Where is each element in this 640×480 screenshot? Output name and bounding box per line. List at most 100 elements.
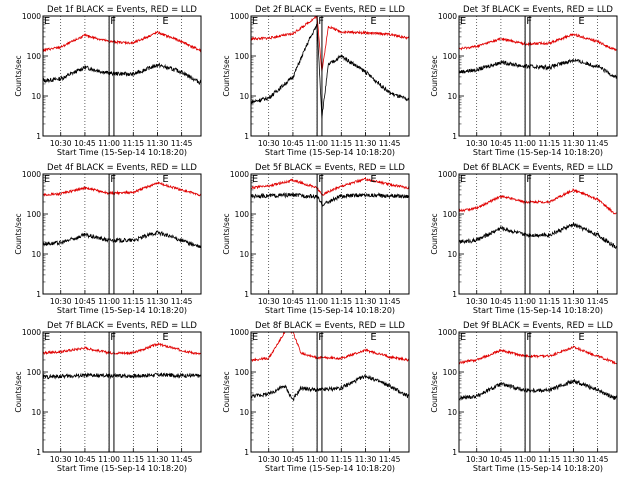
y-tick-label: 10 xyxy=(447,250,457,259)
x-tick-label: 11:15 xyxy=(330,139,352,148)
interval-marker: F xyxy=(110,332,116,343)
chart-panel: Det 3f BLACK = Events, RED = LLD 10:30 10:… xyxy=(430,5,618,157)
interval-marker: F xyxy=(110,16,116,27)
x-tick-label: 11:15 xyxy=(538,139,560,148)
x-tick-label: 11:30 xyxy=(147,297,169,306)
x-tick-label: 11:15 xyxy=(122,139,144,148)
y-tick-label: 10 xyxy=(239,92,249,101)
x-tick-label: 11:15 xyxy=(122,455,144,464)
x-tick-label: 11:45 xyxy=(171,455,193,464)
plot-frame xyxy=(250,173,410,295)
x-tick-label: 11:45 xyxy=(379,297,401,306)
interval-marker: E xyxy=(44,174,50,185)
interval-marker: E xyxy=(370,174,376,185)
y-axis-label: Counts/sec xyxy=(222,213,231,254)
y-tick-label: 10 xyxy=(31,250,41,259)
x-tick-label: 10:45 xyxy=(282,455,304,464)
chart-title: Det 8f BLACK = Events, RED = LLD xyxy=(255,321,405,331)
plot-frame xyxy=(250,15,410,137)
y-tick-label: 1000 xyxy=(230,170,249,179)
y-tick-label: 10 xyxy=(31,92,41,101)
chart-panel: Det 6f BLACK = Events, RED = LLD 10:30 10:… xyxy=(430,163,618,315)
y-axis-label: Counts/sec xyxy=(222,55,231,96)
interval-marker: E xyxy=(370,16,376,27)
series-line xyxy=(42,30,201,53)
interval-marker: F xyxy=(318,332,324,343)
interval-marker: E xyxy=(162,16,168,27)
x-axis-label: Start Time (15-Sep-14 10:18:20) xyxy=(473,148,603,157)
y-tick-label: 1000 xyxy=(230,328,249,337)
y-axis-label: Counts/sec xyxy=(14,55,23,96)
x-tick-label: 11:30 xyxy=(355,297,377,306)
series-line xyxy=(42,341,202,356)
interval-marker: E xyxy=(162,174,168,185)
x-tick-label: 10:30 xyxy=(50,139,72,148)
x-tick-label: 11:15 xyxy=(538,297,560,306)
y-tick-label: 1000 xyxy=(438,328,457,337)
series-line xyxy=(42,372,202,380)
y-tick-label: 1 xyxy=(36,448,41,457)
interval-marker: E xyxy=(460,174,466,185)
y-tick-label: 1 xyxy=(244,448,249,457)
plot-frame xyxy=(42,173,202,295)
x-tick-label: 10:45 xyxy=(282,139,304,148)
x-tick-label: 11:45 xyxy=(379,139,401,148)
chart-title: Det 4f BLACK = Events, RED = LLD xyxy=(47,163,197,173)
series-line xyxy=(458,378,618,400)
series-line xyxy=(250,191,410,208)
series-line xyxy=(42,62,202,85)
x-tick-label: 10:30 xyxy=(466,139,488,148)
x-tick-label: 10:45 xyxy=(74,455,96,464)
x-tick-label: 11:30 xyxy=(355,455,377,464)
x-tick-label: 10:45 xyxy=(490,139,512,148)
interval-marker: E xyxy=(162,332,168,343)
x-tick-label: 11:15 xyxy=(330,297,352,306)
x-axis-label: Start Time (15-Sep-14 10:18:20) xyxy=(265,306,395,315)
x-tick-label: 11:45 xyxy=(171,297,193,306)
x-tick-label: 11:30 xyxy=(147,139,169,148)
y-tick-label: 100 xyxy=(27,210,42,219)
y-tick-label: 10 xyxy=(239,250,249,259)
x-tick-label: 11:00 xyxy=(98,139,120,148)
interval-marker: E xyxy=(44,332,50,343)
plot-frame xyxy=(458,331,618,453)
x-axis-label: Start Time (15-Sep-14 10:18:20) xyxy=(57,464,187,473)
x-axis-label: Start Time (15-Sep-14 10:18:20) xyxy=(473,306,603,315)
plot-frame xyxy=(42,15,202,137)
y-axis-label: Counts/sec xyxy=(222,371,231,412)
x-axis-label: Start Time (15-Sep-14 10:18:20) xyxy=(473,464,603,473)
x-tick-label: 11:45 xyxy=(379,455,401,464)
y-tick-label: 100 xyxy=(235,368,250,377)
chart-panel: Det 5f BLACK = Events, RED = LLD 10:30 10:… xyxy=(222,163,410,315)
interval-marker: E xyxy=(578,332,584,343)
plot-frame xyxy=(458,15,618,137)
interval-marker: E xyxy=(252,174,258,185)
x-axis-label: Start Time (15-Sep-14 10:18:20) xyxy=(265,464,395,473)
y-tick-label: 1 xyxy=(36,290,41,299)
x-tick-label: 11:15 xyxy=(122,297,144,306)
y-tick-label: 1000 xyxy=(22,328,41,337)
series-line xyxy=(458,58,618,79)
chart-panel: Det 1f BLACK = Events, RED = LLD 10:30 10:… xyxy=(14,5,202,157)
interval-marker: E xyxy=(460,16,466,27)
series-line xyxy=(250,23,410,119)
y-tick-label: 1 xyxy=(244,290,249,299)
interval-marker: E xyxy=(578,16,584,27)
y-tick-label: 100 xyxy=(443,52,458,61)
series-line xyxy=(42,230,202,249)
plot-frame xyxy=(42,331,202,453)
x-tick-label: 10:45 xyxy=(74,297,96,306)
series-line xyxy=(458,188,618,215)
x-tick-label: 11:45 xyxy=(171,139,193,148)
chart-title: Det 7f BLACK = Events, RED = LLD xyxy=(47,321,197,331)
interval-marker: E xyxy=(44,16,50,27)
y-axis-label: Counts/sec xyxy=(14,371,23,412)
y-tick-label: 1000 xyxy=(22,12,41,21)
chart-panel: Det 8f BLACK = Events, RED = LLD 10:30 10:… xyxy=(222,321,410,473)
chart-title: Det 5f BLACK = Events, RED = LLD xyxy=(255,163,405,173)
interval-marker: E xyxy=(370,332,376,343)
series-line xyxy=(250,176,410,197)
y-tick-label: 1 xyxy=(452,290,457,299)
plot-frame xyxy=(458,173,618,295)
x-tick-label: 11:00 xyxy=(306,455,328,464)
